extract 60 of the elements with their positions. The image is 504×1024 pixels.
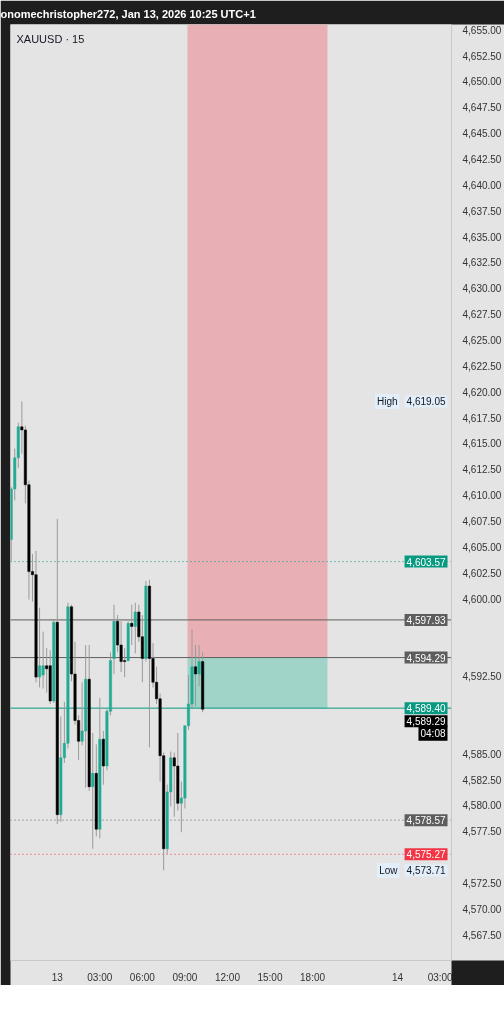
text: XAUUSD · 15: [16, 32, 85, 45]
x-tick-label: 12:00: [214, 971, 241, 983]
y-tick-label: 4,580.00: [462, 800, 502, 812]
y-tick-label: 4,612.50: [462, 464, 502, 476]
y-tick-label: 4,617.50: [462, 412, 502, 424]
candlestick: [140, 614, 144, 683]
candlestick: [41, 631, 45, 689]
x-tick-label: 09:00: [172, 971, 198, 983]
y-tick-label: 4,585.00: [462, 748, 502, 760]
candlestick: [130, 604, 134, 646]
annotation: Low: [379, 864, 399, 876]
y-tick-label: 4,635.00: [462, 231, 502, 243]
x-tick-label: 13: [51, 971, 64, 983]
chart-subtitle: onomechristopher272, Jan 13, 2026 10:25 UTC+1: [0, 7, 256, 20]
y-tick-label: 4,582.50: [462, 774, 502, 786]
x-tick-label: 15:00: [257, 971, 283, 983]
y-tick-label: 4,600.00: [462, 593, 502, 605]
y-tick-label: 4,640.00: [462, 179, 502, 191]
y-tick-label: 4,570.00: [462, 903, 502, 915]
annotation: 04:08: [420, 727, 446, 739]
y-tick-label: 4,567.50: [462, 929, 502, 941]
y-tick-label: 4,577.50: [462, 826, 502, 838]
y-tick-label: 4,630.00: [462, 283, 502, 295]
ref-line-label: 4,589.40: [406, 703, 446, 715]
x-tick-label: 18:00: [300, 971, 326, 983]
y-tick-label: 4,620.00: [462, 386, 502, 398]
y-tick-label: 4,652.50: [462, 50, 502, 62]
ref-line-label: 4,575.27: [406, 849, 446, 861]
y-tick-label: 4,655.00: [462, 24, 502, 36]
ref-line-label: 4,603.57: [406, 556, 446, 568]
candlestick: [133, 602, 137, 654]
annotation: 4,619.05: [406, 396, 446, 408]
y-tick-label: 4,647.50: [462, 102, 502, 114]
y-tick-label: 4,650.00: [462, 76, 502, 88]
y-tick-label: 4,607.50: [462, 515, 502, 527]
y-tick-label: 4,625.00: [462, 334, 502, 346]
y-tick-label: 4,637.50: [462, 205, 502, 217]
y-tick-label: 4,605.00: [462, 541, 502, 553]
annotation: 4,589.29: [406, 716, 446, 728]
annotation: High: [376, 395, 398, 407]
y-tick-label: 4,642.50: [462, 153, 502, 165]
candlestick: [38, 607, 42, 688]
ref-line-label: 4,578.57: [406, 815, 446, 827]
ref-line-label: 4,597.93: [406, 614, 446, 626]
y-tick-label: 4,627.50: [462, 309, 502, 321]
candlestick: [194, 644, 198, 707]
x-tick-label: 03:00: [87, 971, 113, 983]
y-tick-label: 4,602.50: [462, 567, 502, 579]
y-tick-label: 4,632.50: [462, 257, 502, 269]
y-tick-label: 4,645.00: [462, 128, 502, 140]
x-tick-label: 14: [392, 971, 404, 983]
y-tick-label: 4,622.50: [462, 360, 502, 372]
ref-line-label: 4,594.29: [406, 652, 446, 664]
y-tick-label: 4,610.00: [462, 490, 502, 502]
y-tick-label: 4,592.50: [462, 671, 502, 683]
x-tick-label: 03:00: [427, 971, 454, 983]
annotation: 4,573.71: [406, 865, 446, 877]
y-tick-label: 4,572.50: [462, 877, 502, 889]
y-tick-label: 4,615.00: [462, 438, 502, 450]
x-tick-label: 06:00: [129, 971, 156, 983]
